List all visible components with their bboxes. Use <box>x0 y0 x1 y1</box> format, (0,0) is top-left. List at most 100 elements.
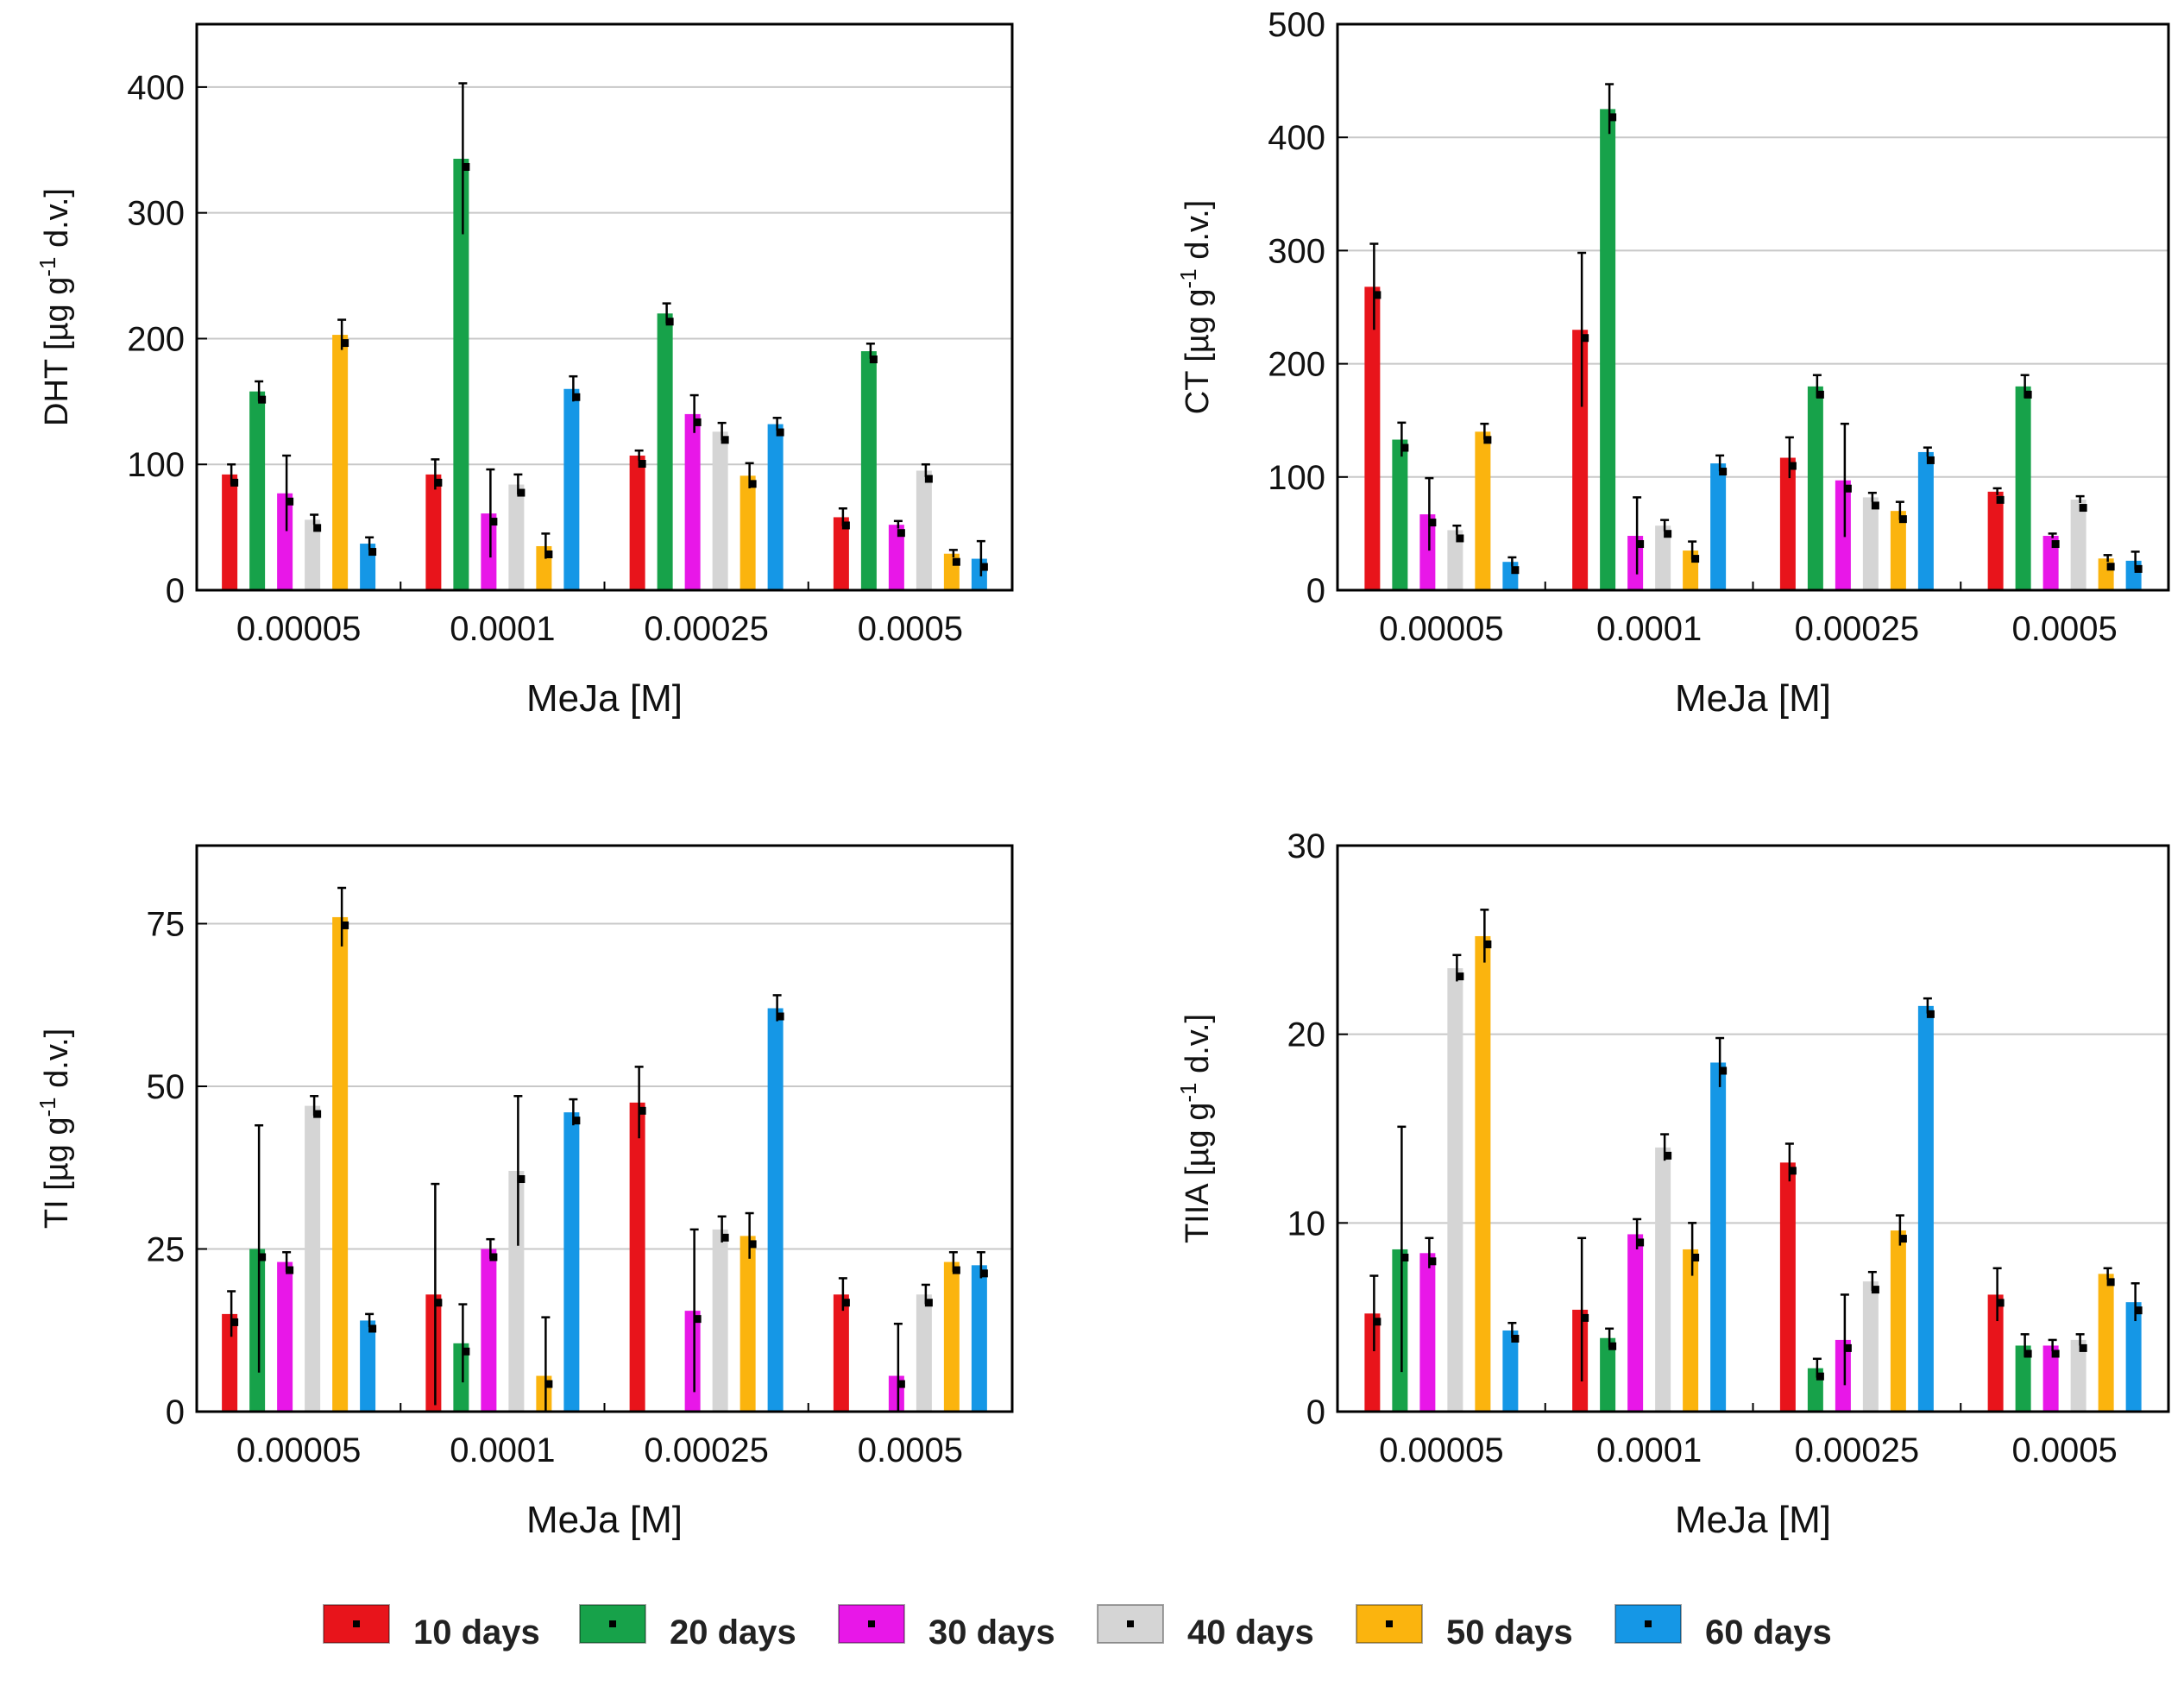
mean-marker <box>665 318 674 326</box>
bar <box>943 1261 960 1412</box>
bar <box>425 1294 442 1412</box>
y-tick-label: 0 <box>166 572 185 610</box>
bar <box>1447 530 1463 590</box>
bar <box>629 456 645 590</box>
chart-panel-4: 0 10 20 30 0.00005 0.0001 0.00025 0.0005 MeJa [M… <box>1175 827 2170 1541</box>
bar <box>1862 497 1879 590</box>
bar <box>712 431 728 590</box>
legend-item-5: 50 days <box>1356 1604 1573 1651</box>
bar <box>1779 457 1796 590</box>
mean-marker <box>2079 504 2087 513</box>
mean-marker <box>1898 515 1907 524</box>
x-tick-label: 0.00025 <box>1795 610 1920 648</box>
bar <box>305 1105 321 1412</box>
mean-marker <box>258 1253 267 1261</box>
mean-marker <box>1843 1343 1852 1352</box>
bar <box>1419 514 1436 590</box>
mean-marker <box>1400 1253 1409 1261</box>
bar <box>2015 386 2031 590</box>
mean-marker <box>776 428 784 437</box>
x-tick-label: 0.00025 <box>644 1431 769 1469</box>
bar <box>833 1294 849 1412</box>
bar <box>712 1229 728 1412</box>
bar <box>1862 1281 1879 1412</box>
mean-marker <box>517 488 526 497</box>
mean-marker <box>1816 1372 1824 1381</box>
bar <box>1807 386 1823 590</box>
legend-item-3: 30 days <box>838 1604 1055 1651</box>
mean-marker <box>286 1266 294 1274</box>
bar <box>1779 1162 1796 1412</box>
bar <box>629 1102 645 1412</box>
mean-marker <box>1373 1318 1382 1326</box>
bar <box>1502 562 1519 590</box>
bar <box>277 493 293 590</box>
x-tick-label: 0.00005 <box>1379 1431 1504 1469</box>
mean-marker <box>952 1266 960 1274</box>
mean-marker <box>693 1315 702 1324</box>
bar <box>1987 491 2004 590</box>
bar <box>684 1311 701 1412</box>
x-tick-label: 0.0001 <box>1596 1431 1702 1469</box>
bar <box>222 1313 238 1412</box>
mean-marker <box>1926 456 1935 464</box>
mean-marker <box>489 518 498 526</box>
x-tick-label: 0.0001 <box>450 1431 555 1469</box>
bar <box>508 1171 525 1412</box>
mean-marker <box>1871 1286 1879 1294</box>
mean-marker <box>1691 1253 1700 1261</box>
mean-marker <box>748 480 757 488</box>
mean-marker <box>2106 1278 2115 1287</box>
mean-marker <box>1719 468 1728 476</box>
bar <box>1987 1294 2004 1412</box>
legend-label: 10 days <box>413 1614 540 1651</box>
x-tick-label: 0.00025 <box>1795 1431 1920 1469</box>
mean-marker <box>1608 113 1617 122</box>
bar <box>1890 511 1906 590</box>
plot-frame <box>1336 22 2170 592</box>
bar <box>1835 1339 1851 1412</box>
mean-marker <box>1996 1299 2005 1307</box>
bar <box>740 475 756 590</box>
mean-marker <box>1483 940 1492 948</box>
bar <box>1627 1234 1644 1412</box>
mean-marker <box>462 1347 470 1356</box>
mean-marker <box>693 418 702 426</box>
mean-marker <box>2051 1349 2060 1358</box>
mean-marker <box>979 563 988 571</box>
legend-label: 40 days <box>1187 1614 1314 1651</box>
bar <box>563 388 580 590</box>
mean-marker <box>1719 1066 1728 1075</box>
bar <box>1890 1230 1906 1412</box>
bar <box>249 391 266 590</box>
mean-marker <box>748 1240 757 1249</box>
mean-marker <box>2079 1343 2087 1352</box>
mean-marker <box>1581 1313 1589 1322</box>
bar <box>305 519 321 590</box>
mean-marker <box>368 548 377 557</box>
mean-marker <box>1664 530 1672 538</box>
legend-swatch <box>1356 1604 1423 1644</box>
bar <box>657 313 673 590</box>
mean-marker <box>544 550 553 558</box>
mean-marker <box>313 524 322 532</box>
legend-item-2: 20 days <box>579 1604 796 1651</box>
bar <box>1475 431 1491 590</box>
bar <box>1655 1147 1671 1412</box>
mean-marker <box>1898 1235 1907 1243</box>
x-tick-label: 0.00025 <box>644 610 769 648</box>
bar <box>1392 1249 1408 1412</box>
mean-marker <box>2024 1349 2032 1358</box>
plot-frame <box>1336 844 2170 1413</box>
bar <box>1683 1249 1699 1412</box>
bar <box>767 424 784 590</box>
mean-marker <box>776 1012 784 1021</box>
mean-marker <box>258 395 267 404</box>
x-tick-label: 0.0001 <box>450 610 555 648</box>
x-axis-label: MeJa [M] <box>1675 1499 1831 1541</box>
mean-marker <box>1816 390 1824 399</box>
mean-marker <box>341 339 349 348</box>
mean-marker <box>869 355 878 364</box>
